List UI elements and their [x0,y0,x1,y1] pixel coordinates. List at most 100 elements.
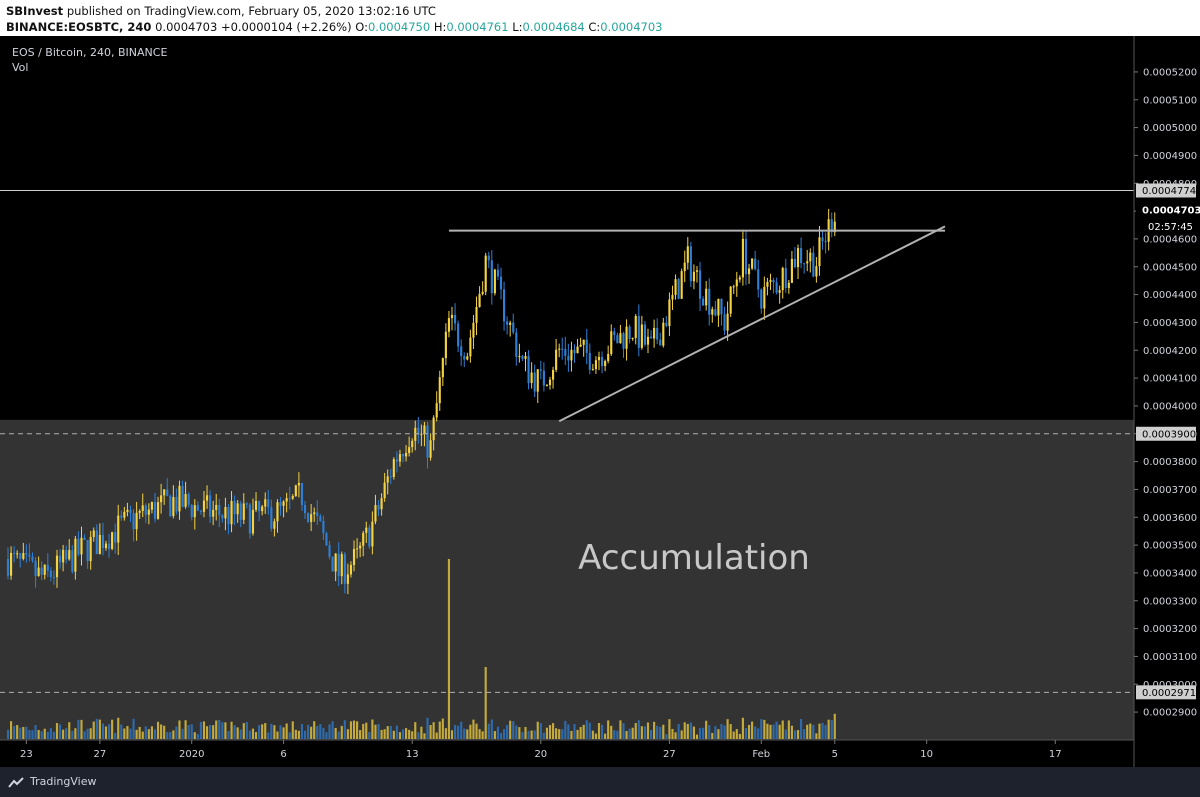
candle-body [43,564,46,575]
candle-body [114,532,117,543]
candle-body [484,255,487,292]
candle-body [52,576,56,578]
volume-bar [147,729,150,739]
volume-bar [43,728,46,739]
volume-bar [793,730,797,739]
volume-bar [37,729,40,739]
volume-bar [19,727,22,739]
volume-bar [524,727,527,739]
volume-bar [665,734,668,739]
volume-bar [754,726,757,739]
candle-body [506,321,509,325]
volume-bar [205,726,209,739]
volume-bar [405,728,408,739]
candle-body [83,537,86,541]
candle-body [790,258,793,283]
candle-body [683,262,686,272]
candle-body [607,353,610,362]
price-tick-label: 0.0003500 [1143,541,1197,552]
candlesticks [6,208,836,595]
candle-body [481,291,484,295]
volume-bar [282,727,285,739]
candle-body [383,482,386,499]
publisher-name[interactable]: SBInvest [6,4,64,18]
volume-bar [784,729,787,739]
high-price-tag: 0.0004774 [1136,183,1196,198]
volume-bar [386,726,389,739]
volume-bar [597,723,601,739]
candle-body [793,258,797,268]
volume-bar [77,719,80,739]
volume-bar [585,720,588,739]
time-tick-label: 27 [93,749,106,760]
low-label: L: [512,20,523,34]
time-tick-label: 20 [534,749,547,760]
volume-price-tag-text: 0.0002971 [1142,688,1196,699]
volume-bar [561,729,564,739]
volume-bar [567,724,570,739]
volume-bar [218,719,221,739]
volume-bar [573,724,576,739]
candle-body [708,288,711,315]
volume-bar [58,724,62,739]
candle-body [616,335,619,344]
volume-bar [389,726,392,739]
candle-body [787,282,790,289]
volume-bar [337,731,340,739]
volume-bar [705,720,708,739]
candle-body [659,339,662,346]
volume-bar [772,724,775,739]
candle-body [640,324,643,348]
candle-body [202,500,206,512]
volume-bar [539,723,542,739]
volume-bar [144,726,147,739]
candle-body [420,433,423,435]
volume-bar [374,724,377,739]
candle-body [692,271,695,282]
candle-body [524,356,527,359]
volume-bar [619,720,622,739]
volume-bar [499,733,503,739]
volume-bar [138,726,141,739]
volume-bar [52,731,56,739]
candle-body [662,322,665,346]
volume-bar [49,728,52,739]
price-tick-label: 0.0003600 [1143,513,1197,524]
candle-body [558,348,561,350]
time-axis[interactable]: 23 27 2020 6 13 20 27 Feb 5 10 17 [20,740,1062,760]
candle-body [104,543,108,549]
candle-body [564,349,567,356]
volume-bar [512,721,515,739]
volume-bar [625,730,628,739]
candle-body [747,268,751,275]
candle-body [705,288,708,306]
price-tick-label: 0.0002900 [1143,708,1197,719]
ascending-trendline[interactable] [558,225,946,423]
candle-body [726,313,729,331]
candle-body [120,515,123,518]
candle-body [539,369,542,371]
candle-body [169,495,172,516]
candle-body [579,344,582,347]
candle-body [374,505,377,522]
volume-bar [377,723,380,739]
price-axis[interactable]: 0.0005200 0.0005100 0.0005000 0.0004900 0.00… [1134,67,1197,719]
volume-bar [368,731,371,739]
candle-body [273,521,276,529]
volume-bars [6,559,836,739]
volume-bar [202,721,206,739]
candle-body [653,327,656,339]
candle-body [236,503,239,515]
candle-body [515,332,518,357]
candle-body [101,534,104,549]
volume-bar [570,730,573,739]
footer-brand[interactable]: TradingView [30,775,97,788]
candle-body [37,567,40,577]
candle-body [239,503,242,520]
candle-body [193,505,196,518]
price-chart[interactable]: EOS / Bitcoin, 240, BINANCE Vol Accumula… [0,36,1200,767]
volume-bar [40,731,43,739]
volume-bar [674,732,677,739]
candle-body [411,440,414,448]
volume-bar [469,724,472,739]
